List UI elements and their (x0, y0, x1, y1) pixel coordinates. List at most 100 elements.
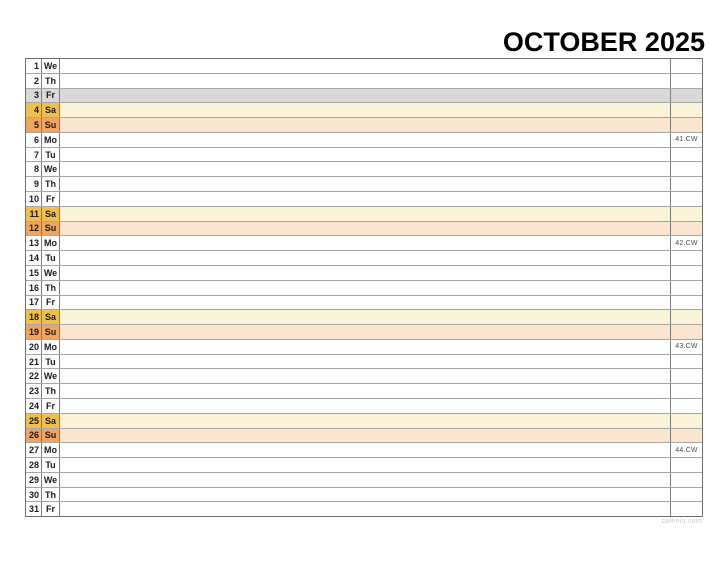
calendar-day-row: 14 Tu (26, 251, 702, 266)
calendar-day-row: 25 Sa (26, 413, 702, 429)
day-abbreviation: Su (42, 221, 60, 236)
day-notes-area (60, 251, 671, 265)
calendar-day-row: 24 Fr (26, 398, 702, 414)
day-number: 9 (26, 177, 42, 192)
calendar-week-label (671, 162, 702, 176)
day-abbreviation: Fr (42, 398, 60, 413)
calendar-day-row: 15 We (26, 265, 702, 281)
calendar-week-label (671, 413, 702, 428)
calendar-day-row: 4 Sa (26, 103, 702, 119)
day-number: 28 (26, 458, 42, 472)
calendar-day-row: 27 Mo 44.CW (26, 443, 702, 459)
day-number: 16 (26, 280, 42, 295)
day-abbreviation: Su (42, 325, 60, 339)
day-number: 6 (26, 132, 42, 147)
day-abbreviation: Th (42, 280, 60, 295)
calendar-day-row: 19 Su (26, 325, 702, 340)
calendar-day-row: 20 Mo 43.CW (26, 339, 702, 355)
day-abbreviation: Mo (42, 132, 60, 147)
day-abbreviation: Fr (42, 502, 60, 517)
calendar-day-row: 22 We (26, 369, 702, 385)
day-number: 14 (26, 251, 42, 265)
calendar-week-label (671, 103, 702, 118)
day-abbreviation: Fr (42, 295, 60, 310)
calendar-week-label (671, 384, 702, 398)
day-abbreviation: We (42, 59, 60, 73)
day-notes-area (60, 354, 671, 369)
day-number: 22 (26, 369, 42, 384)
day-abbreviation: Su (42, 118, 60, 132)
calendar-day-row: 28 Tu (26, 458, 702, 473)
calendar-week-label (671, 74, 702, 88)
day-number: 12 (26, 221, 42, 236)
day-number: 26 (26, 428, 42, 443)
day-number: 8 (26, 162, 42, 177)
calendar-week-label (671, 281, 702, 295)
day-notes-area (60, 487, 671, 502)
day-notes-area (60, 443, 671, 458)
day-notes-area (60, 310, 671, 325)
day-abbreviation: Sa (42, 413, 60, 428)
watermark: calenio.com (661, 518, 702, 525)
day-notes-area (60, 88, 671, 103)
calendar-week-label (671, 206, 702, 221)
day-abbreviation: We (42, 472, 60, 487)
day-number: 17 (26, 295, 42, 310)
calendar-day-row: 10 Fr (26, 192, 702, 207)
calendar-week-label: 43.CW (675, 343, 698, 351)
day-abbreviation: We (42, 162, 60, 177)
day-abbreviation: Th (42, 487, 60, 502)
day-number: 5 (26, 118, 42, 132)
calendar-week-label (671, 473, 702, 487)
day-abbreviation: Su (42, 428, 60, 443)
day-abbreviation: Mo (42, 443, 60, 458)
calendar-day-row: 17 Fr (26, 295, 702, 311)
day-notes-area (60, 192, 671, 206)
calendar-day-row: 29 We (26, 472, 702, 488)
day-notes-area (60, 265, 671, 280)
calendar-week-label (671, 399, 702, 413)
calendar-week-label: 44.CW (675, 446, 698, 454)
day-notes-area (60, 384, 671, 398)
day-notes-area (60, 147, 671, 162)
day-notes-area (60, 428, 671, 443)
calendar-day-row: 16 Th (26, 280, 702, 296)
day-abbreviation: Tu (42, 458, 60, 472)
day-notes-area (60, 59, 671, 73)
calendar-week-label (671, 177, 702, 191)
calendar-week-label (671, 88, 702, 103)
calendar-week-label: 42.CW (675, 239, 698, 247)
calendar-day-row: 30 Th (26, 487, 702, 503)
calendar-week-label (671, 266, 702, 280)
day-number: 18 (26, 310, 42, 325)
day-abbreviation: Fr (42, 192, 60, 206)
day-notes-area (60, 398, 671, 413)
calendar-day-row: 9 Th (26, 177, 702, 193)
day-number: 11 (26, 206, 42, 221)
day-number: 4 (26, 103, 42, 118)
calendar-week-label (671, 118, 702, 132)
day-number: 30 (26, 487, 42, 502)
day-abbreviation: Th (42, 177, 60, 192)
calendar-day-row: 3 Fr (26, 88, 702, 104)
calendar-week-label (671, 369, 702, 383)
day-number: 21 (26, 354, 42, 369)
calendar-day-row: 18 Sa (26, 310, 702, 326)
day-abbreviation: Sa (42, 206, 60, 221)
day-number: 29 (26, 472, 42, 487)
day-number: 10 (26, 192, 42, 206)
day-number: 1 (26, 59, 42, 73)
day-notes-area (60, 280, 671, 295)
day-number: 20 (26, 339, 42, 354)
day-abbreviation: We (42, 265, 60, 280)
calendar-day-row: 26 Su (26, 428, 702, 444)
day-abbreviation: Th (42, 73, 60, 88)
day-number: 19 (26, 325, 42, 339)
day-notes-area (60, 132, 671, 147)
day-notes-area (60, 339, 671, 354)
calendar-day-row: 1 We (26, 59, 702, 74)
day-abbreviation: Fr (42, 88, 60, 103)
day-notes-area (60, 502, 671, 517)
calendar-day-row: 21 Tu (26, 354, 702, 370)
calendar-day-row: 13 Mo 42.CW (26, 236, 702, 252)
